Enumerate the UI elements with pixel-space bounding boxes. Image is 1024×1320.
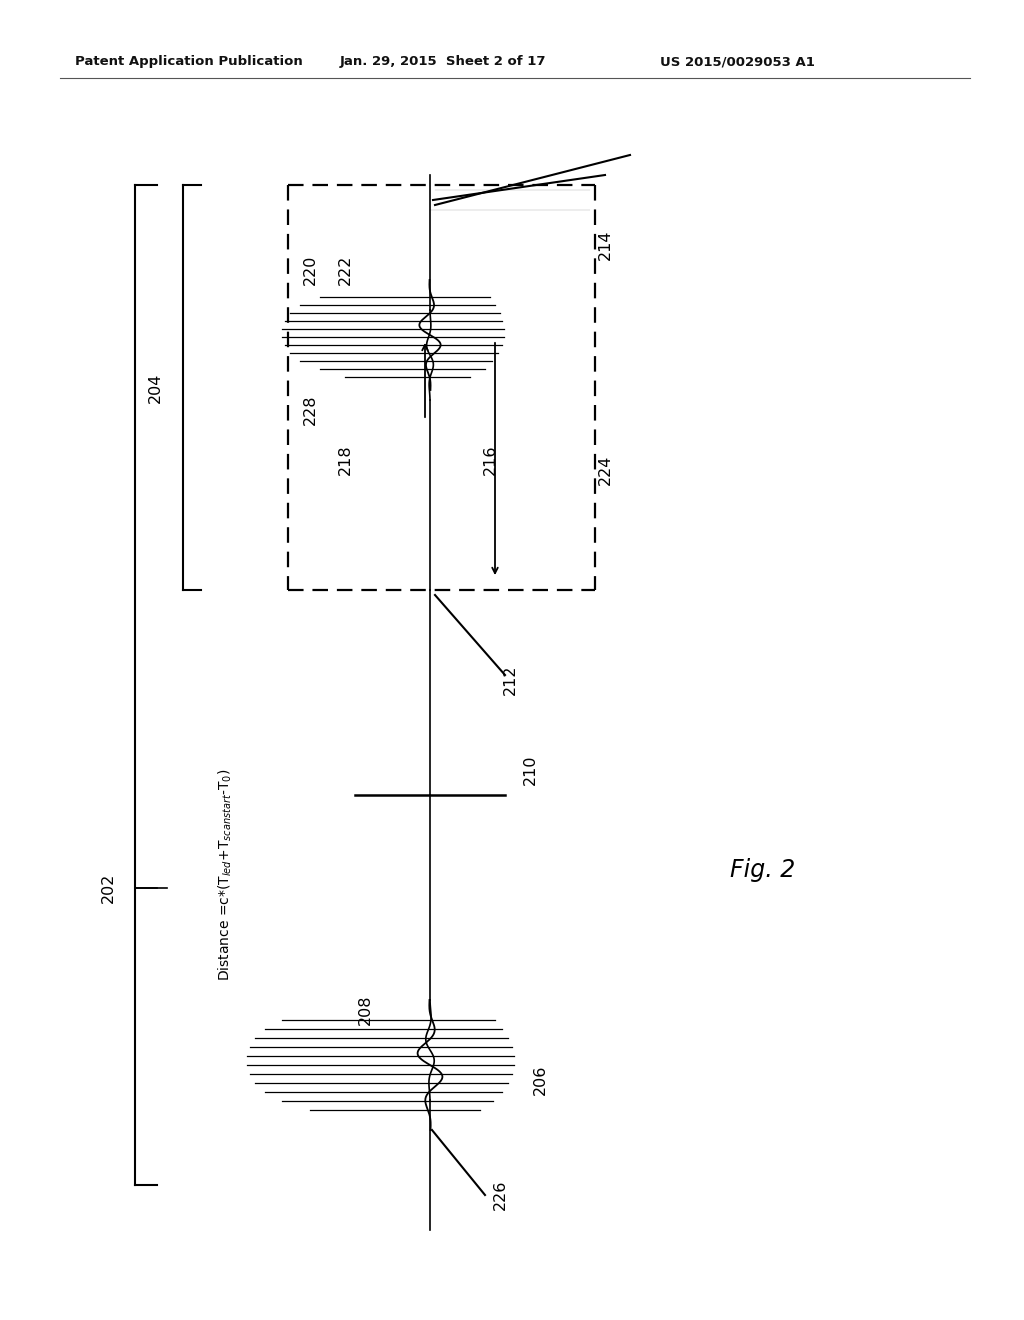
Text: 210: 210 — [522, 755, 538, 785]
Text: 202: 202 — [100, 873, 116, 903]
Text: Patent Application Publication: Patent Application Publication — [75, 55, 303, 69]
Text: Distance =c*(T$_{led}$+T$_{scanstart}$-T$_{0}$): Distance =c*(T$_{led}$+T$_{scanstart}$-T… — [216, 768, 233, 981]
Text: 212: 212 — [503, 665, 517, 696]
Text: 220: 220 — [302, 255, 317, 285]
Text: 228: 228 — [302, 395, 317, 425]
Text: US 2015/0029053 A1: US 2015/0029053 A1 — [660, 55, 815, 69]
Text: 224: 224 — [597, 455, 612, 486]
Text: Fig. 2: Fig. 2 — [730, 858, 796, 882]
Text: 226: 226 — [493, 1180, 508, 1210]
Text: 218: 218 — [338, 445, 352, 475]
Text: Jan. 29, 2015  Sheet 2 of 17: Jan. 29, 2015 Sheet 2 of 17 — [340, 55, 547, 69]
Text: 206: 206 — [532, 1065, 548, 1096]
Text: 204: 204 — [147, 372, 163, 403]
Text: 222: 222 — [338, 255, 352, 285]
Text: 216: 216 — [482, 445, 498, 475]
Text: 214: 214 — [597, 230, 612, 260]
Text: 208: 208 — [357, 995, 373, 1026]
